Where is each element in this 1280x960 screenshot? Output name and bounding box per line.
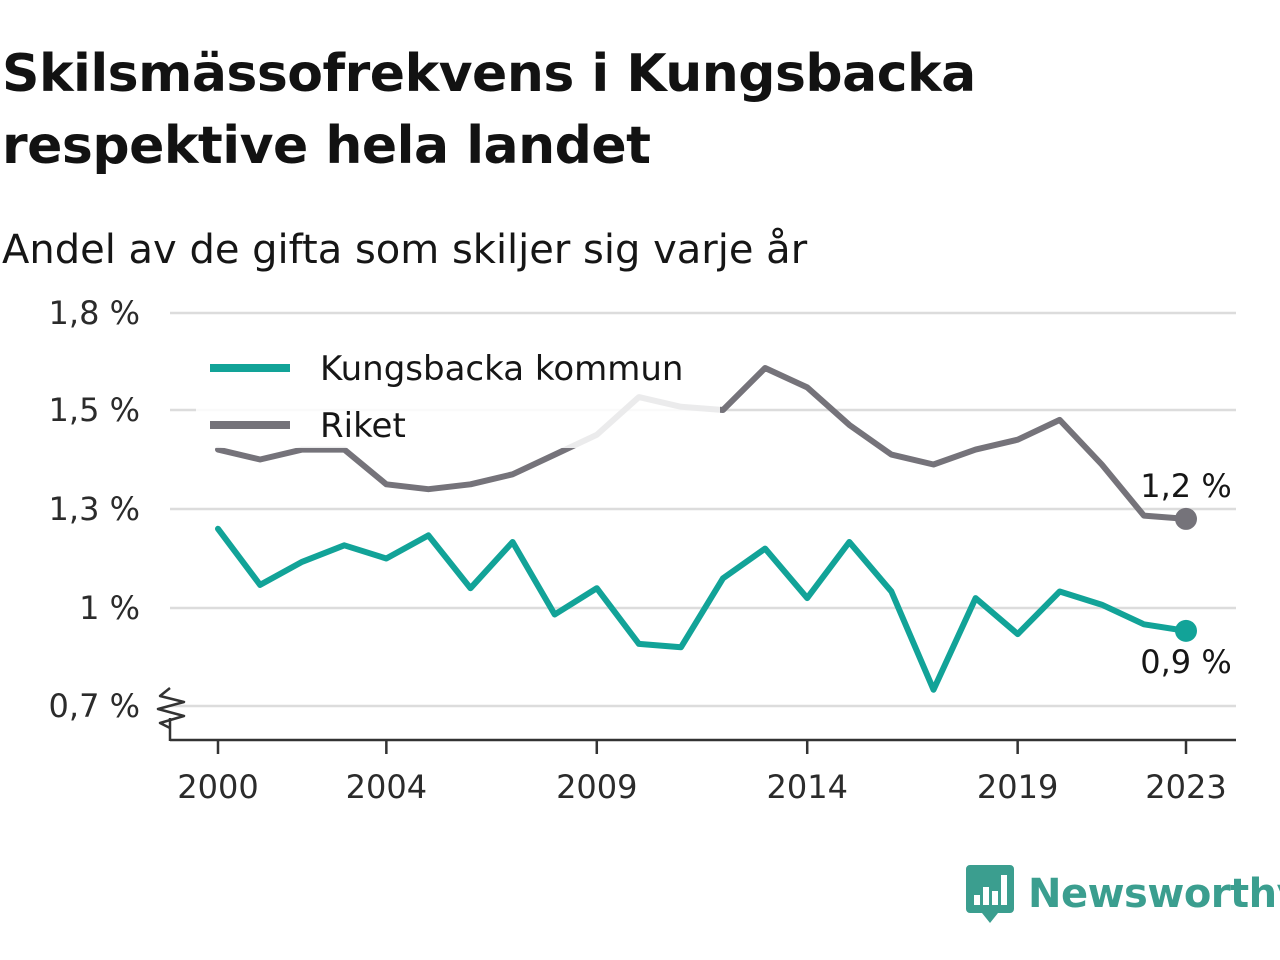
series-line-kungsbacka bbox=[215, 525, 1189, 693]
x-tick-label: 2004 bbox=[346, 768, 427, 806]
x-tick-label: 2009 bbox=[556, 768, 637, 806]
newsworthy-brand: Newsworthy bbox=[964, 862, 1280, 926]
brand-name: Newsworthy bbox=[1028, 871, 1280, 917]
bar-chart-icon bbox=[966, 865, 1014, 923]
chart-title: Skilsmässofrekvens i Kungsbacka respekti… bbox=[2, 44, 976, 176]
end-marker-riket bbox=[1175, 507, 1197, 530]
chart-subtitle: Andel av de gifta som skiljer sig varje … bbox=[2, 227, 808, 273]
y-tick-label: 1 % bbox=[79, 589, 140, 627]
axis-break-icon bbox=[156, 687, 186, 730]
end-label-kungsbacka: 0,9 % bbox=[1140, 643, 1231, 681]
legend-background bbox=[196, 344, 720, 448]
x-tick-label: 2023 bbox=[1145, 768, 1226, 806]
x-tick-label: 2000 bbox=[177, 768, 258, 806]
end-marker-kungsbacka bbox=[1175, 619, 1197, 642]
y-tick-label: 1,5 % bbox=[49, 391, 140, 429]
legend-label: Riket bbox=[320, 406, 406, 446]
legend-label: Kungsbacka kommun bbox=[320, 349, 683, 389]
x-tick-label: 2019 bbox=[977, 768, 1058, 806]
end-labels: 1,2 % 0,9 % bbox=[1140, 467, 1231, 681]
y-tick-label: 1,8 % bbox=[49, 294, 140, 332]
y-tick-label: 0,7 % bbox=[49, 687, 140, 725]
end-label-riket: 1,2 % bbox=[1140, 467, 1231, 505]
axes: 0,7 % 1 % 1,3 % 1,5 % 1,8 % 2000 2004 2009 2014 2… bbox=[49, 294, 1236, 806]
x-tick-label: 2014 bbox=[766, 768, 847, 806]
legend: Kungsbacka kommun Riket bbox=[196, 344, 720, 448]
y-tick-label: 1,3 % bbox=[49, 490, 140, 528]
